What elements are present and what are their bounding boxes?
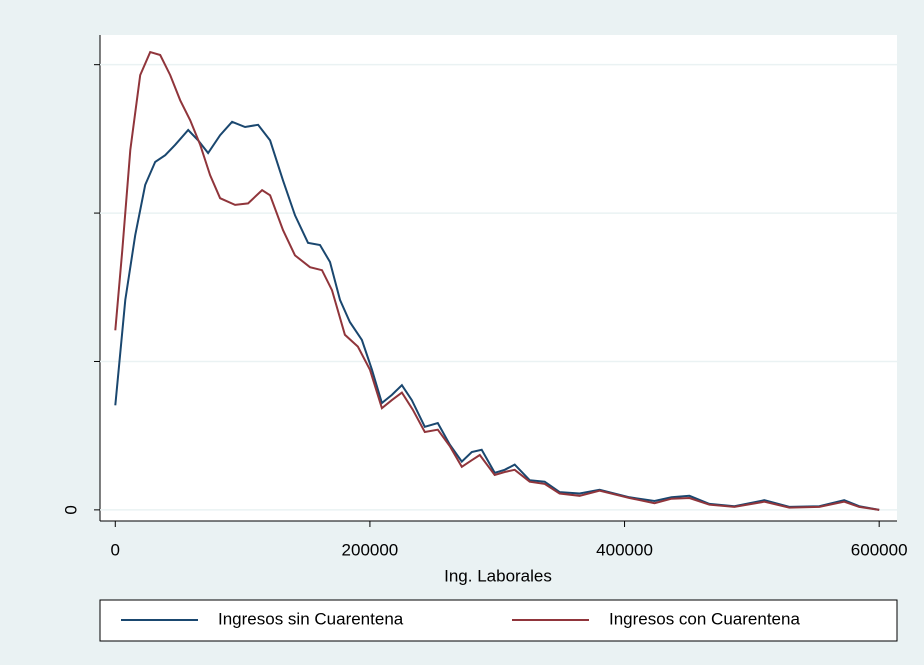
plot-area <box>100 35 897 521</box>
line <box>114 50 880 511</box>
x-axis-title: Ing. Laborales <box>444 566 552 585</box>
legend-label: Ingresos con Cuarentena <box>609 609 800 628</box>
legend <box>99 599 898 642</box>
x-tick-label: 200000 <box>342 540 399 559</box>
x-tick-label: 0 <box>111 540 120 559</box>
x-tick-label: 600000 <box>851 540 908 559</box>
legend-label: Ingresos sin Cuarentena <box>218 609 404 628</box>
y-tick-label: 0 <box>61 505 80 514</box>
line <box>114 120 880 511</box>
x-tick-label: 400000 <box>596 540 653 559</box>
